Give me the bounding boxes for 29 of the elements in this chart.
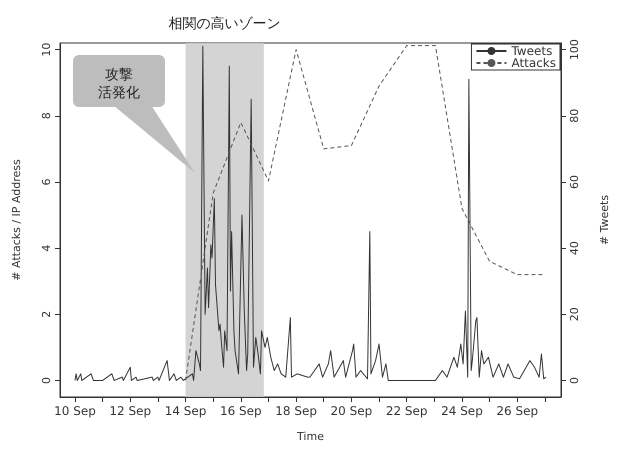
legend-label: Tweets <box>510 44 552 58</box>
y2-axis-title: # Tweets <box>598 194 611 246</box>
y2-tick-label: 100 <box>568 39 581 60</box>
y2-tick-label: 60 <box>568 174 581 189</box>
x-tick-label: 16 Sep <box>220 404 262 418</box>
y-axis-title: # Attacks / IP Address <box>10 159 23 281</box>
y-tick-label: 6 <box>40 178 53 186</box>
legend-label: Attacks <box>511 56 556 70</box>
y-tick-label: 4 <box>40 244 53 252</box>
y-tick-label: 0 <box>40 376 53 384</box>
y2-tick-label: 80 <box>568 108 581 123</box>
band-label: 相関の高いゾーン <box>168 16 281 32</box>
annotation: 活発化 <box>98 85 140 101</box>
y-tick-label: 8 <box>40 112 53 120</box>
annotation: 攻撃 <box>105 67 133 83</box>
x-axis-title: Time <box>296 430 324 443</box>
x-tick-label: 18 Sep <box>275 404 317 418</box>
y2-tick-label: 40 <box>568 241 581 256</box>
y2-tick-label: 20 <box>568 307 581 322</box>
x-tick-label: 12 Sep <box>109 404 152 418</box>
y2-tick-label: 0 <box>568 376 581 384</box>
y-tick-label: 10 <box>40 42 53 57</box>
x-tick-label: 14 Sep <box>164 404 206 418</box>
x-tick-label: 24 Sep <box>441 404 483 418</box>
y-tick-label: 2 <box>40 310 53 318</box>
x-tick-label: 26 Sep <box>496 404 538 418</box>
x-tick-label: 22 Sep <box>386 404 428 418</box>
x-tick-label: 20 Sep <box>330 404 372 418</box>
x-tick-label: 10 Sep <box>54 404 96 418</box>
